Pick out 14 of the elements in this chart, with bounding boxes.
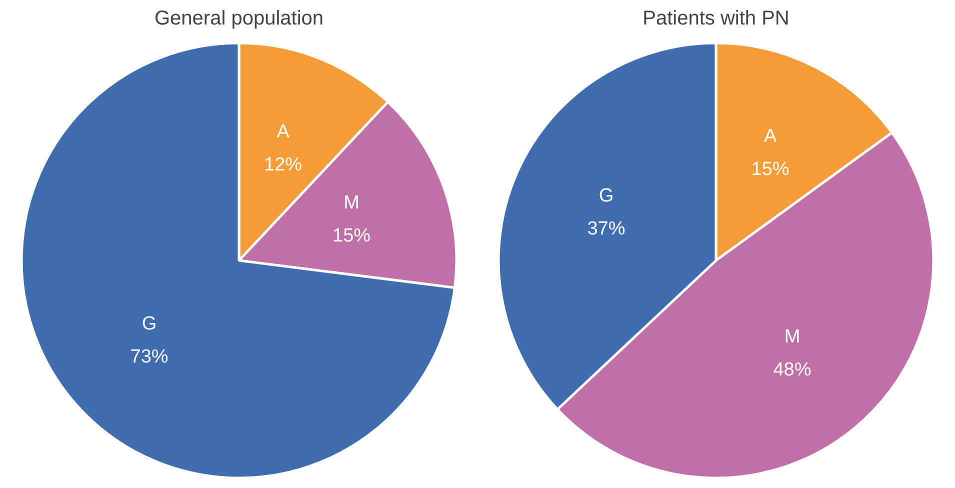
data-label: 48% (773, 359, 812, 380)
chart-title: General population (154, 8, 324, 30)
data-label: 73% (130, 346, 168, 368)
slice-label: A (276, 121, 290, 142)
slice-label: M (784, 326, 800, 348)
slice-label: G (598, 186, 614, 207)
data-label: 12% (264, 154, 302, 176)
data-label: 15% (332, 226, 371, 247)
slice-label: A (764, 126, 777, 148)
chart-title: Patients with PN (642, 8, 790, 30)
data-label: 15% (751, 158, 790, 180)
slice-label: M (344, 192, 360, 214)
data-label: 37% (587, 218, 626, 240)
slice-label: G (142, 313, 157, 334)
